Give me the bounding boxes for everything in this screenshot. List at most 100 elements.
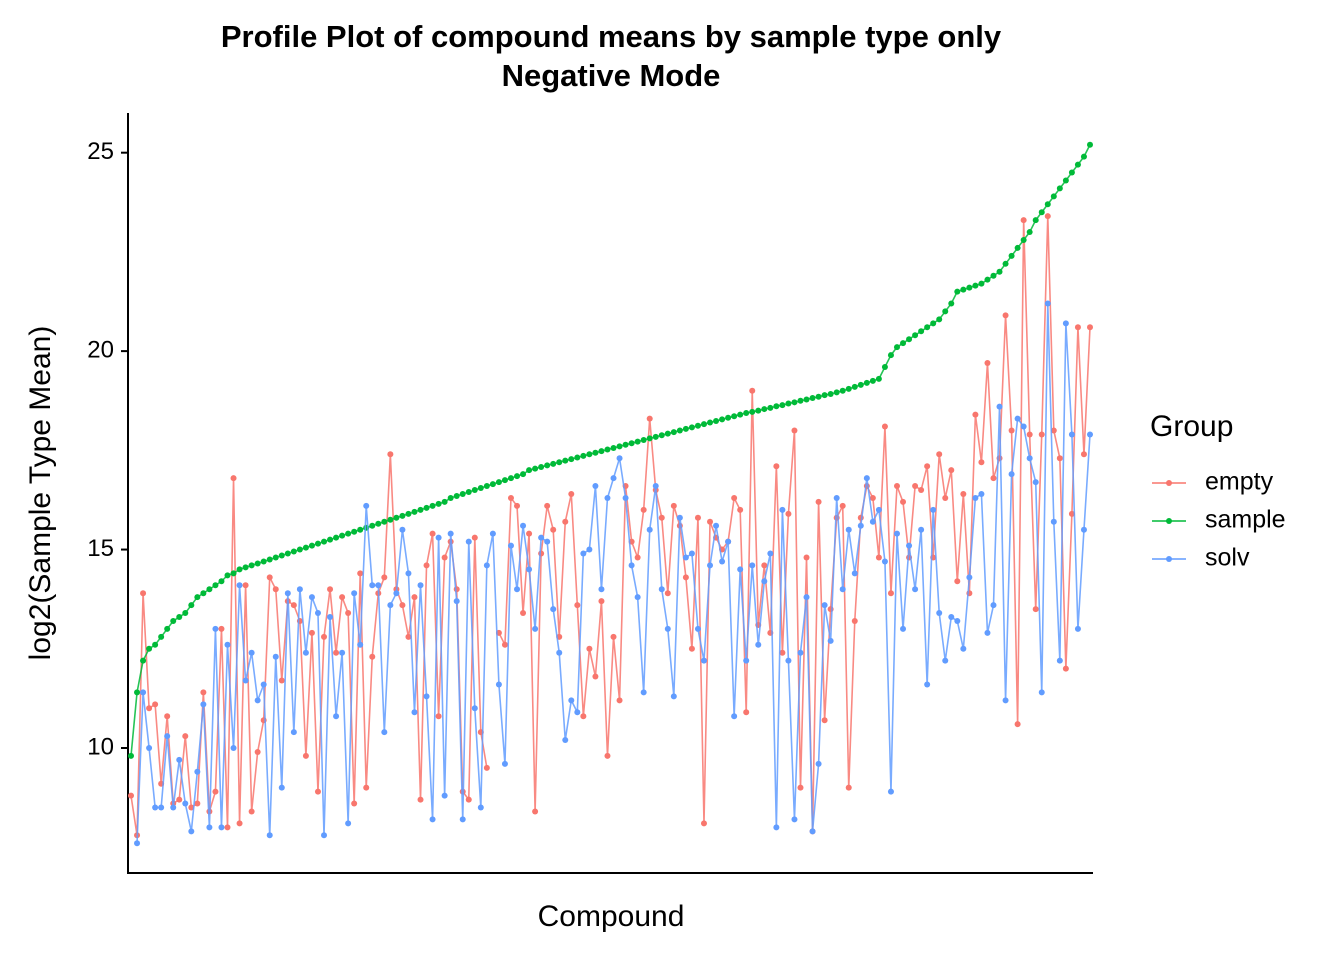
data-point (1026, 229, 1033, 236)
data-point (839, 387, 846, 394)
data-point (604, 752, 611, 759)
data-point (435, 500, 442, 507)
data-point (749, 562, 756, 569)
data-point (248, 649, 255, 656)
data-point (459, 490, 466, 497)
data-point (158, 633, 165, 640)
data-point (260, 558, 267, 565)
data-point (779, 402, 786, 409)
data-point (514, 502, 521, 509)
data-point (610, 475, 617, 482)
data-point (146, 705, 153, 712)
data-point (1056, 185, 1063, 192)
data-point (351, 528, 358, 535)
data-point (1050, 193, 1057, 200)
data-point (682, 554, 689, 561)
data-point (1008, 471, 1015, 478)
data-point (188, 828, 195, 835)
data-point (652, 433, 659, 440)
data-point (960, 286, 967, 293)
data-point (260, 681, 267, 688)
data-point (170, 804, 177, 811)
data-point (906, 336, 913, 343)
data-point (652, 483, 659, 490)
data-point (960, 490, 967, 497)
data-point (761, 578, 768, 585)
data-point (640, 437, 647, 444)
data-point (182, 610, 189, 617)
data-point (369, 653, 376, 660)
data-point (562, 737, 569, 744)
data-point (1020, 423, 1027, 430)
data-point (441, 498, 448, 505)
data-point (664, 625, 671, 632)
data-point (266, 832, 273, 839)
data-point (514, 473, 521, 480)
data-point (1080, 153, 1087, 160)
data-point (387, 516, 394, 523)
data-point (634, 438, 641, 445)
data-point (719, 416, 726, 423)
data-point (773, 463, 780, 470)
data-point (1032, 217, 1039, 224)
data-point (339, 649, 346, 656)
data-point (815, 393, 822, 400)
legend-label: solv (1205, 544, 1250, 572)
data-point (501, 641, 508, 648)
data-point (453, 586, 460, 593)
data-point (308, 594, 315, 601)
data-point (707, 419, 714, 426)
data-point (471, 705, 478, 712)
data-point (893, 344, 900, 351)
data-point (568, 490, 575, 497)
data-point (646, 435, 653, 442)
data-point (604, 446, 611, 453)
data-point (272, 586, 279, 593)
data-point (284, 590, 291, 597)
data-point (700, 820, 707, 827)
data-point (1087, 141, 1093, 148)
data-point (586, 546, 593, 553)
data-point (345, 610, 352, 617)
data-point (707, 518, 714, 525)
data-point (1050, 427, 1057, 434)
data-point (948, 300, 955, 307)
data-point (670, 429, 677, 436)
data-point (339, 532, 346, 539)
data-point (875, 375, 882, 382)
data-point (206, 824, 213, 831)
data-point (1020, 236, 1027, 243)
data-point (158, 804, 165, 811)
data-point (429, 502, 436, 509)
data-point (520, 522, 527, 529)
data-point (755, 641, 762, 648)
data-point (272, 554, 279, 561)
data-point (170, 617, 177, 624)
data-point (236, 566, 243, 573)
data-point (296, 586, 303, 593)
data-point (966, 284, 973, 291)
data-point (1026, 455, 1033, 462)
data-point (314, 610, 321, 617)
data-point (773, 824, 780, 831)
data-point (1002, 260, 1009, 267)
data-point (501, 760, 508, 767)
data-point (1062, 177, 1069, 184)
data-point (411, 594, 418, 601)
data-point (501, 477, 508, 484)
data-point (809, 828, 816, 835)
data-point (815, 760, 822, 767)
data-point (483, 562, 490, 569)
data-point (140, 590, 147, 597)
data-point (936, 451, 943, 458)
data-point (200, 701, 207, 708)
y-axis-label: log2(Sample Type Mean) (24, 326, 57, 661)
data-point (278, 784, 285, 791)
data-point (164, 713, 171, 720)
data-point (194, 768, 201, 775)
data-point (797, 397, 804, 404)
data-point (743, 709, 750, 716)
data-point (272, 653, 279, 660)
data-point (290, 729, 297, 736)
data-point (550, 460, 557, 467)
